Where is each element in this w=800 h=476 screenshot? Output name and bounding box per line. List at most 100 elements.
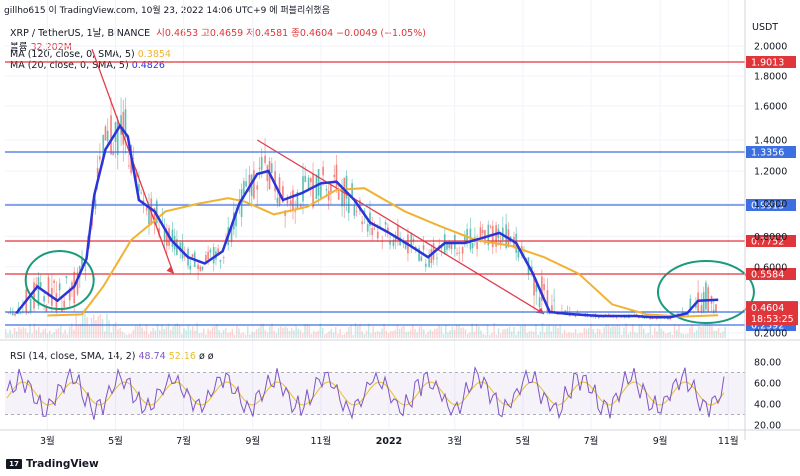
volume-bar: [255, 329, 258, 338]
candle-body: [424, 263, 427, 267]
volume-bar: [266, 332, 269, 338]
volume-bar: [447, 332, 449, 338]
volume-bar: [337, 333, 339, 338]
candle-body: [14, 313, 16, 316]
level-label-box: [746, 56, 796, 68]
volume-bar: [196, 323, 198, 338]
time-tick-label: 9월: [245, 435, 260, 447]
candle-body: [556, 313, 559, 315]
volume-bar: [376, 331, 379, 338]
volume-bar: [381, 328, 383, 338]
volume-bar: [117, 329, 119, 338]
candle-body: [535, 284, 538, 292]
volume-bar: [304, 323, 306, 338]
volume-bar: [40, 332, 42, 338]
candle-body: [155, 200, 158, 224]
grid-lines: [5, 0, 745, 430]
candle-body: [209, 249, 212, 253]
level-label-box: [746, 268, 796, 280]
volume-bar: [643, 328, 645, 338]
volume-bar: [478, 326, 480, 338]
tradingview-brand[interactable]: 17 TradingView: [6, 458, 99, 470]
candle-body: [242, 181, 245, 194]
volume-bar: [319, 323, 322, 338]
volume-bar: [671, 334, 674, 338]
price-tick-label: 1.4000: [754, 135, 787, 146]
volume-bar: [581, 333, 583, 338]
volume-bar: [185, 330, 187, 338]
volume-bar: [715, 330, 718, 338]
volume-bar: [128, 333, 130, 338]
ma120-line: [47, 187, 719, 318]
candle-body: [258, 167, 261, 169]
volume-bar: [22, 326, 25, 338]
candle-body: [122, 111, 125, 145]
volume-bar: [203, 328, 205, 338]
volume-bar: [302, 333, 304, 338]
volume-bar: [262, 323, 264, 338]
volume-bar: [416, 332, 418, 338]
volume-bar: [557, 327, 559, 338]
time-tick-label: 3월: [40, 435, 55, 447]
candle-body: [199, 266, 202, 271]
volume-bar: [198, 333, 201, 338]
candle-body: [389, 240, 391, 245]
candle-body: [112, 152, 115, 156]
candle-body: [351, 183, 354, 198]
volume-bar: [150, 331, 152, 338]
candle-body: [386, 227, 389, 234]
volume-bar: [625, 323, 627, 338]
volume-bar: [528, 331, 531, 338]
candle-body: [446, 243, 448, 250]
candle-body: [461, 246, 464, 254]
candle-body: [418, 248, 420, 261]
volume-bar: [471, 323, 473, 338]
volume-bar: [603, 327, 605, 338]
volume-bar: [139, 323, 141, 338]
candle-body: [458, 252, 461, 254]
volume-bar: [365, 330, 368, 338]
volume-bar: [35, 329, 38, 338]
volume-bar: [211, 327, 214, 338]
horizontal-levels: 1.90131.33560.99150.77520.55840.45030.23…: [5, 56, 798, 332]
volume-bar: [500, 333, 502, 338]
candle-body: [240, 189, 243, 217]
volume-bar: [330, 328, 333, 338]
volume-bar: [62, 333, 64, 338]
volume-bar: [676, 330, 678, 338]
volume-bar: [585, 328, 588, 338]
volume-bar: [669, 331, 671, 338]
volume-bar: [704, 323, 707, 338]
volume-bar: [412, 324, 414, 338]
volume-bar: [689, 327, 691, 338]
volume-bar: [409, 329, 412, 338]
volume-bar: [79, 323, 82, 338]
volume-bar: [552, 325, 555, 338]
volume-bar: [436, 328, 438, 338]
volume-bar: [440, 326, 443, 338]
volume-bar: [90, 317, 93, 338]
volume-bar: [161, 324, 163, 338]
volume-bar: [231, 328, 234, 338]
candle-body: [47, 277, 50, 297]
candle-body: [491, 225, 494, 248]
volume-bar: [42, 329, 44, 338]
candle-body: [58, 283, 61, 291]
candle-body: [635, 314, 638, 315]
volume-bar: [7, 333, 9, 338]
candle-body: [337, 189, 340, 200]
volume-bar: [16, 331, 18, 338]
candle-body: [212, 246, 215, 264]
volume-bar: [29, 323, 31, 338]
candle-body: [286, 197, 289, 204]
candle-body: [473, 237, 476, 239]
volume-bar: [174, 324, 176, 338]
candle-body: [106, 130, 109, 142]
volume-bar: [209, 330, 212, 338]
time-tick-label: 11월: [310, 435, 331, 447]
candle-body: [456, 253, 458, 254]
volume-bar: [570, 333, 572, 338]
volume-bar: [121, 331, 124, 338]
candle-body: [687, 314, 689, 316]
